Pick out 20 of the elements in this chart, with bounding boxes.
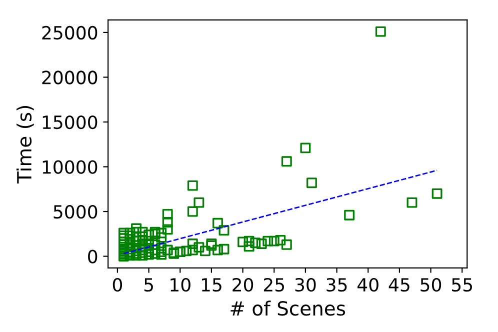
x-tick-label: 55 (452, 278, 472, 292)
y-tick-label: 15000 (42, 115, 98, 130)
x-tick-label: 15 (202, 278, 222, 292)
x-tick-label: 40 (358, 278, 378, 292)
y-tick-label: 10000 (42, 160, 98, 174)
x-tick-label: 25 (264, 278, 284, 292)
y-tick-label: 25000 (42, 26, 98, 40)
x-tick-label: 45 (388, 278, 410, 292)
x-tick-label: 0 (112, 278, 122, 292)
x-tick-label: 50 (420, 278, 442, 292)
x-tick-label: 35 (326, 278, 347, 292)
y-axis-title: Time (s) (16, 106, 34, 184)
y-tick-label: 5000 (54, 204, 98, 219)
x-tick-label: 10 (170, 278, 190, 292)
y-tick-label: 0 (88, 250, 98, 264)
y-tick-label: 20000 (42, 70, 98, 84)
x-axis-title: # of Scenes (230, 300, 346, 316)
x-tick-label: 30 (295, 278, 316, 292)
x-tick-label: 5 (144, 278, 153, 292)
x-tick-label: 20 (232, 278, 254, 292)
